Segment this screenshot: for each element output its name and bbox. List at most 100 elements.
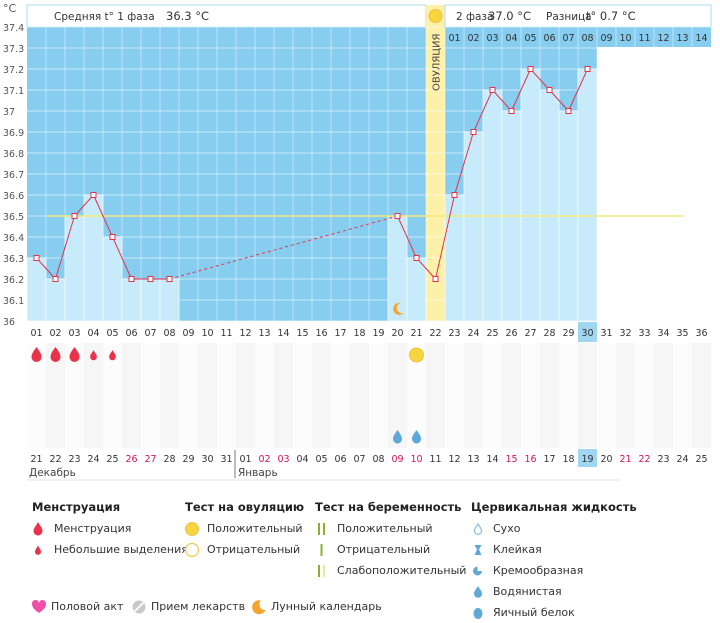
date-label: 15 bbox=[505, 454, 517, 465]
date-label: 04 bbox=[296, 454, 308, 465]
temperature-point bbox=[33, 255, 40, 261]
symptom-cell bbox=[540, 343, 559, 448]
symptom-cell bbox=[578, 343, 597, 448]
phase1-label: Средняя t° 1 фаза bbox=[54, 11, 155, 23]
temperature-line-segment bbox=[511, 68, 531, 112]
y-tick-label: 36.3 bbox=[3, 254, 24, 265]
legend-preg-weak-label: Слабоположительный bbox=[337, 564, 467, 577]
legend-cervical: Цервикальная жидкость Сухо Клейкая Кремо… bbox=[471, 496, 637, 623]
date-row bbox=[27, 448, 711, 468]
symptom-cell bbox=[559, 343, 578, 448]
temperature-point bbox=[147, 276, 154, 282]
cycle-day-label: 10 bbox=[201, 328, 213, 339]
symptom-cell bbox=[616, 343, 635, 448]
cycle-day-label: 21 bbox=[410, 328, 422, 339]
legend-preg-negative-item: Отрицательный bbox=[315, 539, 466, 560]
future-area bbox=[597, 47, 711, 321]
y-tick-label: 36.6 bbox=[3, 191, 24, 202]
chart-rows: 01 02 03 04 05 06 07 08 09 10 11 12 13 14 15 16 17 18 19 20… bbox=[27, 321, 711, 481]
post-ov-day-label: 05 bbox=[524, 33, 536, 44]
sun-icon bbox=[428, 9, 443, 23]
symptom-cell bbox=[369, 343, 388, 448]
cycle-day-label: 01 bbox=[30, 328, 42, 339]
y-tick-label: 36.9 bbox=[3, 128, 24, 139]
date-label: 09 bbox=[391, 454, 403, 465]
cycle-day-label: 15 bbox=[296, 328, 308, 339]
legend-creamy-label: Кремообразная bbox=[493, 564, 584, 577]
legend-moon-label: Лунный календарь bbox=[271, 600, 382, 613]
ovulation-label: ОВУЛЯЦИЯ bbox=[432, 34, 443, 92]
legend-pregnancy-title: Тест на беременность bbox=[315, 500, 462, 514]
cycle-day-label: 28 bbox=[543, 328, 555, 339]
temperature-line-segment bbox=[36, 257, 56, 280]
y-tick-label: 37.2 bbox=[3, 65, 24, 76]
symptom-cell bbox=[293, 343, 312, 448]
moon-icon bbox=[252, 600, 266, 615]
temperature-bar bbox=[463, 131, 484, 322]
spotting-drop-icon bbox=[90, 350, 97, 361]
symptom-cell bbox=[84, 343, 103, 448]
diff-value: t° 0.7 °C bbox=[586, 9, 636, 23]
pill-icon bbox=[132, 600, 146, 614]
date-label: 19 bbox=[581, 454, 593, 465]
y-tick-label: 37.4 bbox=[3, 23, 24, 34]
symptom-cell bbox=[445, 343, 464, 448]
y-tick-label: 36 bbox=[3, 317, 15, 328]
post-ov-day-label: 12 bbox=[657, 33, 669, 44]
temperature-point bbox=[52, 276, 59, 282]
date-label: 11 bbox=[429, 454, 441, 465]
moon-icon bbox=[393, 302, 404, 315]
y-tick-label: 36.8 bbox=[3, 149, 24, 160]
temperature-line-segment bbox=[549, 89, 569, 112]
temperature-line-segment bbox=[416, 257, 436, 280]
legend-spotting-item: Небольшие выделения bbox=[32, 539, 188, 560]
temperature-point bbox=[71, 213, 78, 219]
legend-medication-label: Прием лекарств bbox=[151, 600, 246, 613]
temperature-point bbox=[451, 192, 458, 198]
symptom-cell bbox=[27, 343, 46, 448]
y-tick-label: 37.3 bbox=[3, 44, 24, 55]
post-ov-day-label: 04 bbox=[505, 33, 517, 44]
temperature-point bbox=[546, 87, 553, 93]
date-label: 07 bbox=[353, 454, 365, 465]
temperature-bar bbox=[159, 278, 180, 322]
post-ov-day-label: 07 bbox=[562, 33, 574, 44]
legend-sticky-item: Клейкая bbox=[471, 539, 637, 560]
temperature-bar bbox=[64, 215, 85, 322]
legend-preg-negative-label: Отрицательный bbox=[337, 543, 431, 556]
watery-drop-icon bbox=[412, 430, 421, 444]
cycle-day-label: 06 bbox=[125, 328, 137, 339]
watery-icon bbox=[474, 586, 482, 598]
date-label: 14 bbox=[486, 454, 498, 465]
ovulation-test-positive-icon bbox=[409, 347, 424, 363]
temperature-bar bbox=[577, 68, 598, 322]
temperature-bar bbox=[482, 89, 503, 322]
date-label: 23 bbox=[68, 454, 80, 465]
temperature-point bbox=[394, 213, 401, 219]
symptom-cell bbox=[483, 343, 502, 448]
legend-cervical-title: Цервикальная жидкость bbox=[471, 500, 637, 514]
post-ov-day-label: 14 bbox=[695, 33, 707, 44]
date-label: 21 bbox=[619, 454, 631, 465]
date-label: 24 bbox=[676, 454, 688, 465]
post-ov-counter-row bbox=[445, 27, 711, 47]
temperature-bar bbox=[520, 68, 541, 322]
y-tick-label: 37.1 bbox=[3, 86, 24, 97]
symptom-cell bbox=[597, 343, 616, 448]
cycle-day-label: 25 bbox=[486, 328, 498, 339]
spotting-drop-icon bbox=[109, 350, 116, 361]
symptom-cell bbox=[502, 343, 521, 448]
temperature-bar bbox=[406, 257, 427, 322]
legend-menstruation-label: Менструация bbox=[54, 522, 132, 535]
date-label: 18 bbox=[562, 454, 574, 465]
legend-watery-label: Водянистая bbox=[493, 585, 562, 598]
cycle-day-label: 12 bbox=[239, 328, 251, 339]
temperature-bar bbox=[140, 278, 161, 322]
cycle-day-label: 26 bbox=[505, 328, 517, 339]
symptom-cell bbox=[65, 343, 84, 448]
heart-icon bbox=[31, 599, 47, 613]
cycle-day-label: 02 bbox=[49, 328, 61, 339]
cycle-day-label: 23 bbox=[448, 328, 460, 339]
date-label: 22 bbox=[49, 454, 61, 465]
legend-sticky-label: Клейкая bbox=[493, 543, 542, 556]
